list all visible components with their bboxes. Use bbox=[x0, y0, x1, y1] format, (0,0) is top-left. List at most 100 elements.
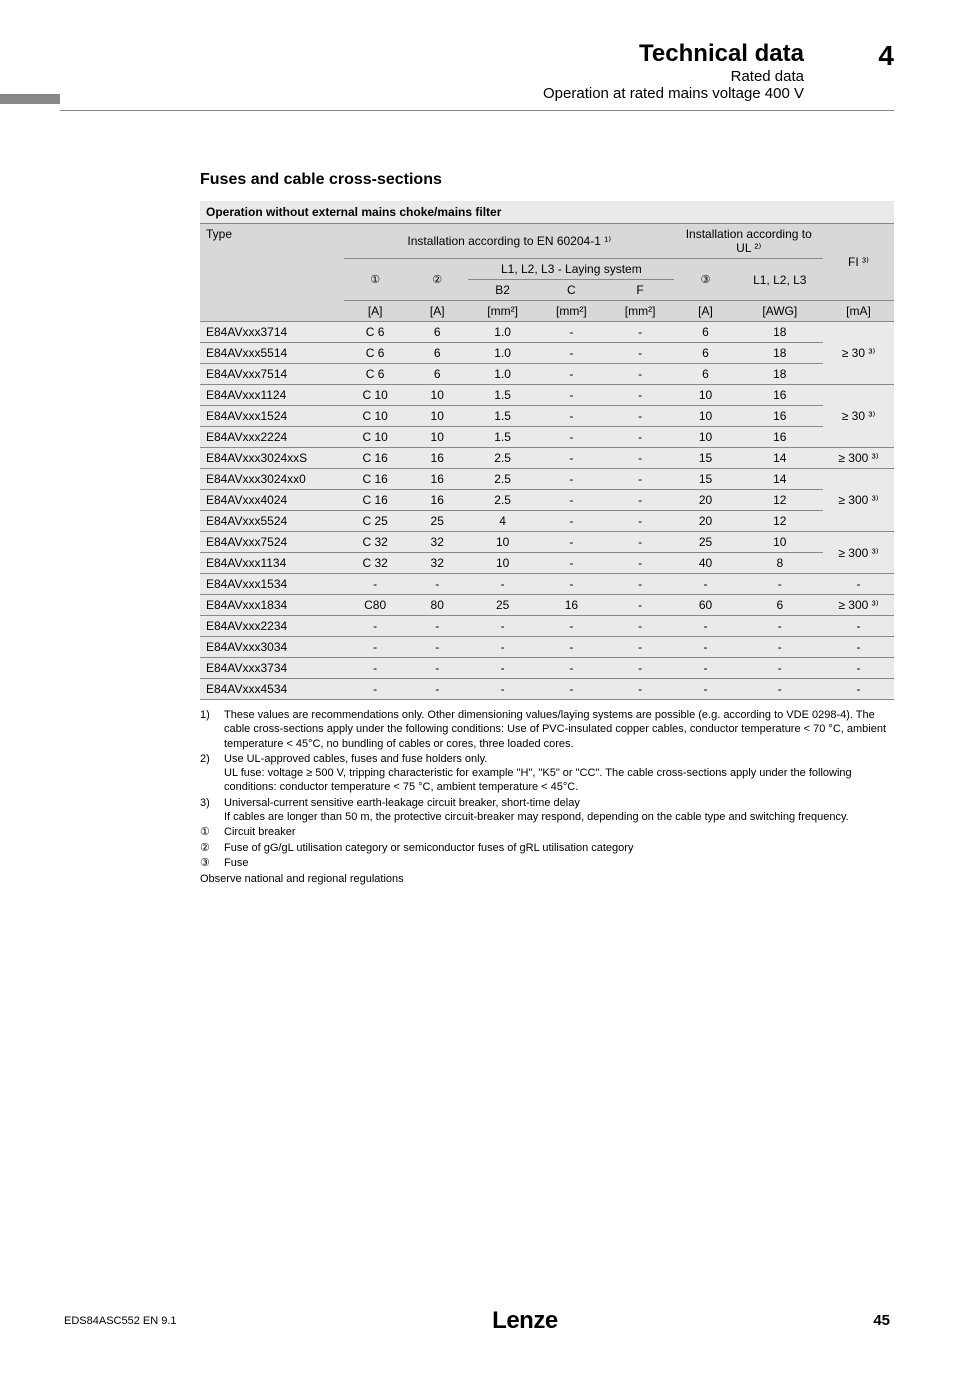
table-cell: - bbox=[537, 448, 606, 469]
table-cell: 1.0 bbox=[468, 343, 537, 364]
fn-num-1: 1) bbox=[200, 708, 224, 751]
icon-1: ① bbox=[344, 259, 406, 301]
fn-text-1: These values are recommendations only. O… bbox=[224, 708, 894, 751]
table-cell: - bbox=[468, 658, 537, 679]
observe-note: Observe national and regional regulation… bbox=[200, 872, 894, 886]
table-cell: - bbox=[537, 385, 606, 406]
table-cell: 2.5 bbox=[468, 469, 537, 490]
table-cell: - bbox=[606, 322, 675, 343]
fn-text-2: Use UL-approved cables, fuses and fuse h… bbox=[224, 752, 894, 795]
table-cell: - bbox=[537, 490, 606, 511]
h-c: C bbox=[537, 280, 606, 301]
table-cell: - bbox=[537, 427, 606, 448]
table-cell: 6 bbox=[406, 364, 468, 385]
table-cell: - bbox=[537, 574, 606, 595]
table-cell: 18 bbox=[737, 343, 823, 364]
page-number: 45 bbox=[873, 1312, 890, 1329]
table-cell: 25 bbox=[674, 532, 736, 553]
table-cell: - bbox=[406, 574, 468, 595]
table-row-type: E84AVxxx1124 bbox=[200, 385, 344, 406]
table-cell: 10 bbox=[737, 532, 823, 553]
fuses-table: Operation without external mains choke/m… bbox=[200, 201, 894, 700]
table-row-type: E84AVxxx3024xxS bbox=[200, 448, 344, 469]
icon-3: ③ bbox=[674, 259, 736, 301]
table-cell: C 16 bbox=[344, 448, 406, 469]
u-mm2: [mm²] bbox=[537, 301, 606, 322]
u-a3: [A] bbox=[674, 301, 736, 322]
table-cell: 6 bbox=[674, 364, 736, 385]
fi-cell: ≥ 300 ³⁾ bbox=[823, 532, 894, 574]
table-cell: 6 bbox=[674, 343, 736, 364]
table-cell: - bbox=[606, 616, 675, 637]
fi-cell: ≥ 30 ³⁾ bbox=[823, 385, 894, 448]
table-cell: - bbox=[344, 679, 406, 700]
table-row-type: E84AVxxx3034 bbox=[200, 637, 344, 658]
table-cell: 40 bbox=[674, 553, 736, 574]
table-row-type: E84AVxxx2224 bbox=[200, 427, 344, 448]
table-cell: 2.5 bbox=[468, 490, 537, 511]
table-cell: 25 bbox=[406, 511, 468, 532]
table-row-type: E84AVxxx3734 bbox=[200, 658, 344, 679]
table-cell: 12 bbox=[737, 490, 823, 511]
table-row-type: E84AVxxx3714 bbox=[200, 322, 344, 343]
table-cell: - bbox=[606, 574, 675, 595]
fi-cell: - bbox=[823, 679, 894, 700]
table-cell: - bbox=[674, 574, 736, 595]
table-cell: 10 bbox=[468, 553, 537, 574]
icon-2: ② bbox=[406, 259, 468, 301]
table-cell: 1.5 bbox=[468, 385, 537, 406]
table-cell: - bbox=[606, 427, 675, 448]
table-cell: - bbox=[406, 616, 468, 637]
fn-num-3: 3) bbox=[200, 796, 224, 825]
u-ma: [mA] bbox=[823, 301, 894, 322]
u-mm1: [mm²] bbox=[468, 301, 537, 322]
table-cell: - bbox=[606, 595, 675, 616]
table-cell: C 32 bbox=[344, 553, 406, 574]
table-cell: - bbox=[468, 637, 537, 658]
table-cell: 10 bbox=[468, 532, 537, 553]
table-cell: - bbox=[606, 448, 675, 469]
table-cell: 6 bbox=[406, 343, 468, 364]
h-f: F bbox=[606, 280, 675, 301]
chapter-number: 4 bbox=[878, 40, 894, 72]
table-cell: - bbox=[737, 574, 823, 595]
table-row-type: E84AVxxx7514 bbox=[200, 364, 344, 385]
table-row-type: E84AVxxx2234 bbox=[200, 616, 344, 637]
page-footer: EDS84ASC552 EN 9.1 Lenze 45 bbox=[60, 1307, 894, 1335]
fn-icon-3: ③ bbox=[200, 856, 224, 870]
footnotes: 1)These values are recommendations only.… bbox=[200, 708, 894, 887]
u-mm3: [mm²] bbox=[606, 301, 675, 322]
table-cell: - bbox=[344, 637, 406, 658]
doc-id: EDS84ASC552 EN 9.1 bbox=[64, 1315, 177, 1327]
fn-c1: Circuit breaker bbox=[224, 825, 296, 839]
table-cell: 10 bbox=[674, 406, 736, 427]
table-cell: - bbox=[606, 553, 675, 574]
table-row-type: E84AVxxx5524 bbox=[200, 511, 344, 532]
table-cell: 1.5 bbox=[468, 427, 537, 448]
table-cell: - bbox=[674, 637, 736, 658]
table-row-type: E84AVxxx4024 bbox=[200, 490, 344, 511]
table-cell: 20 bbox=[674, 511, 736, 532]
table-row-type: E84AVxxx3024xx0 bbox=[200, 469, 344, 490]
fi-cell: - bbox=[823, 637, 894, 658]
table-cell: 6 bbox=[406, 322, 468, 343]
table-cell: - bbox=[537, 469, 606, 490]
table-cell: C80 bbox=[344, 595, 406, 616]
table-cell: - bbox=[344, 574, 406, 595]
table-cell: 32 bbox=[406, 553, 468, 574]
table-cell: - bbox=[344, 658, 406, 679]
table-cell: - bbox=[606, 532, 675, 553]
header-sub2: Operation at rated mains voltage 400 V bbox=[60, 85, 804, 102]
fn-icon-1: ① bbox=[200, 825, 224, 839]
fn-num-2: 2) bbox=[200, 752, 224, 795]
table-cell: 16 bbox=[737, 385, 823, 406]
table-cell: 15 bbox=[674, 448, 736, 469]
table-cell: - bbox=[468, 616, 537, 637]
table-cell: - bbox=[737, 637, 823, 658]
fn-icon-2: ② bbox=[200, 841, 224, 855]
table-cell: 10 bbox=[406, 385, 468, 406]
table-cell: C 10 bbox=[344, 427, 406, 448]
table-row-type: E84AVxxx1834 bbox=[200, 595, 344, 616]
sub-l123: L1, L2, L3 bbox=[737, 259, 823, 301]
table-cell: - bbox=[406, 679, 468, 700]
